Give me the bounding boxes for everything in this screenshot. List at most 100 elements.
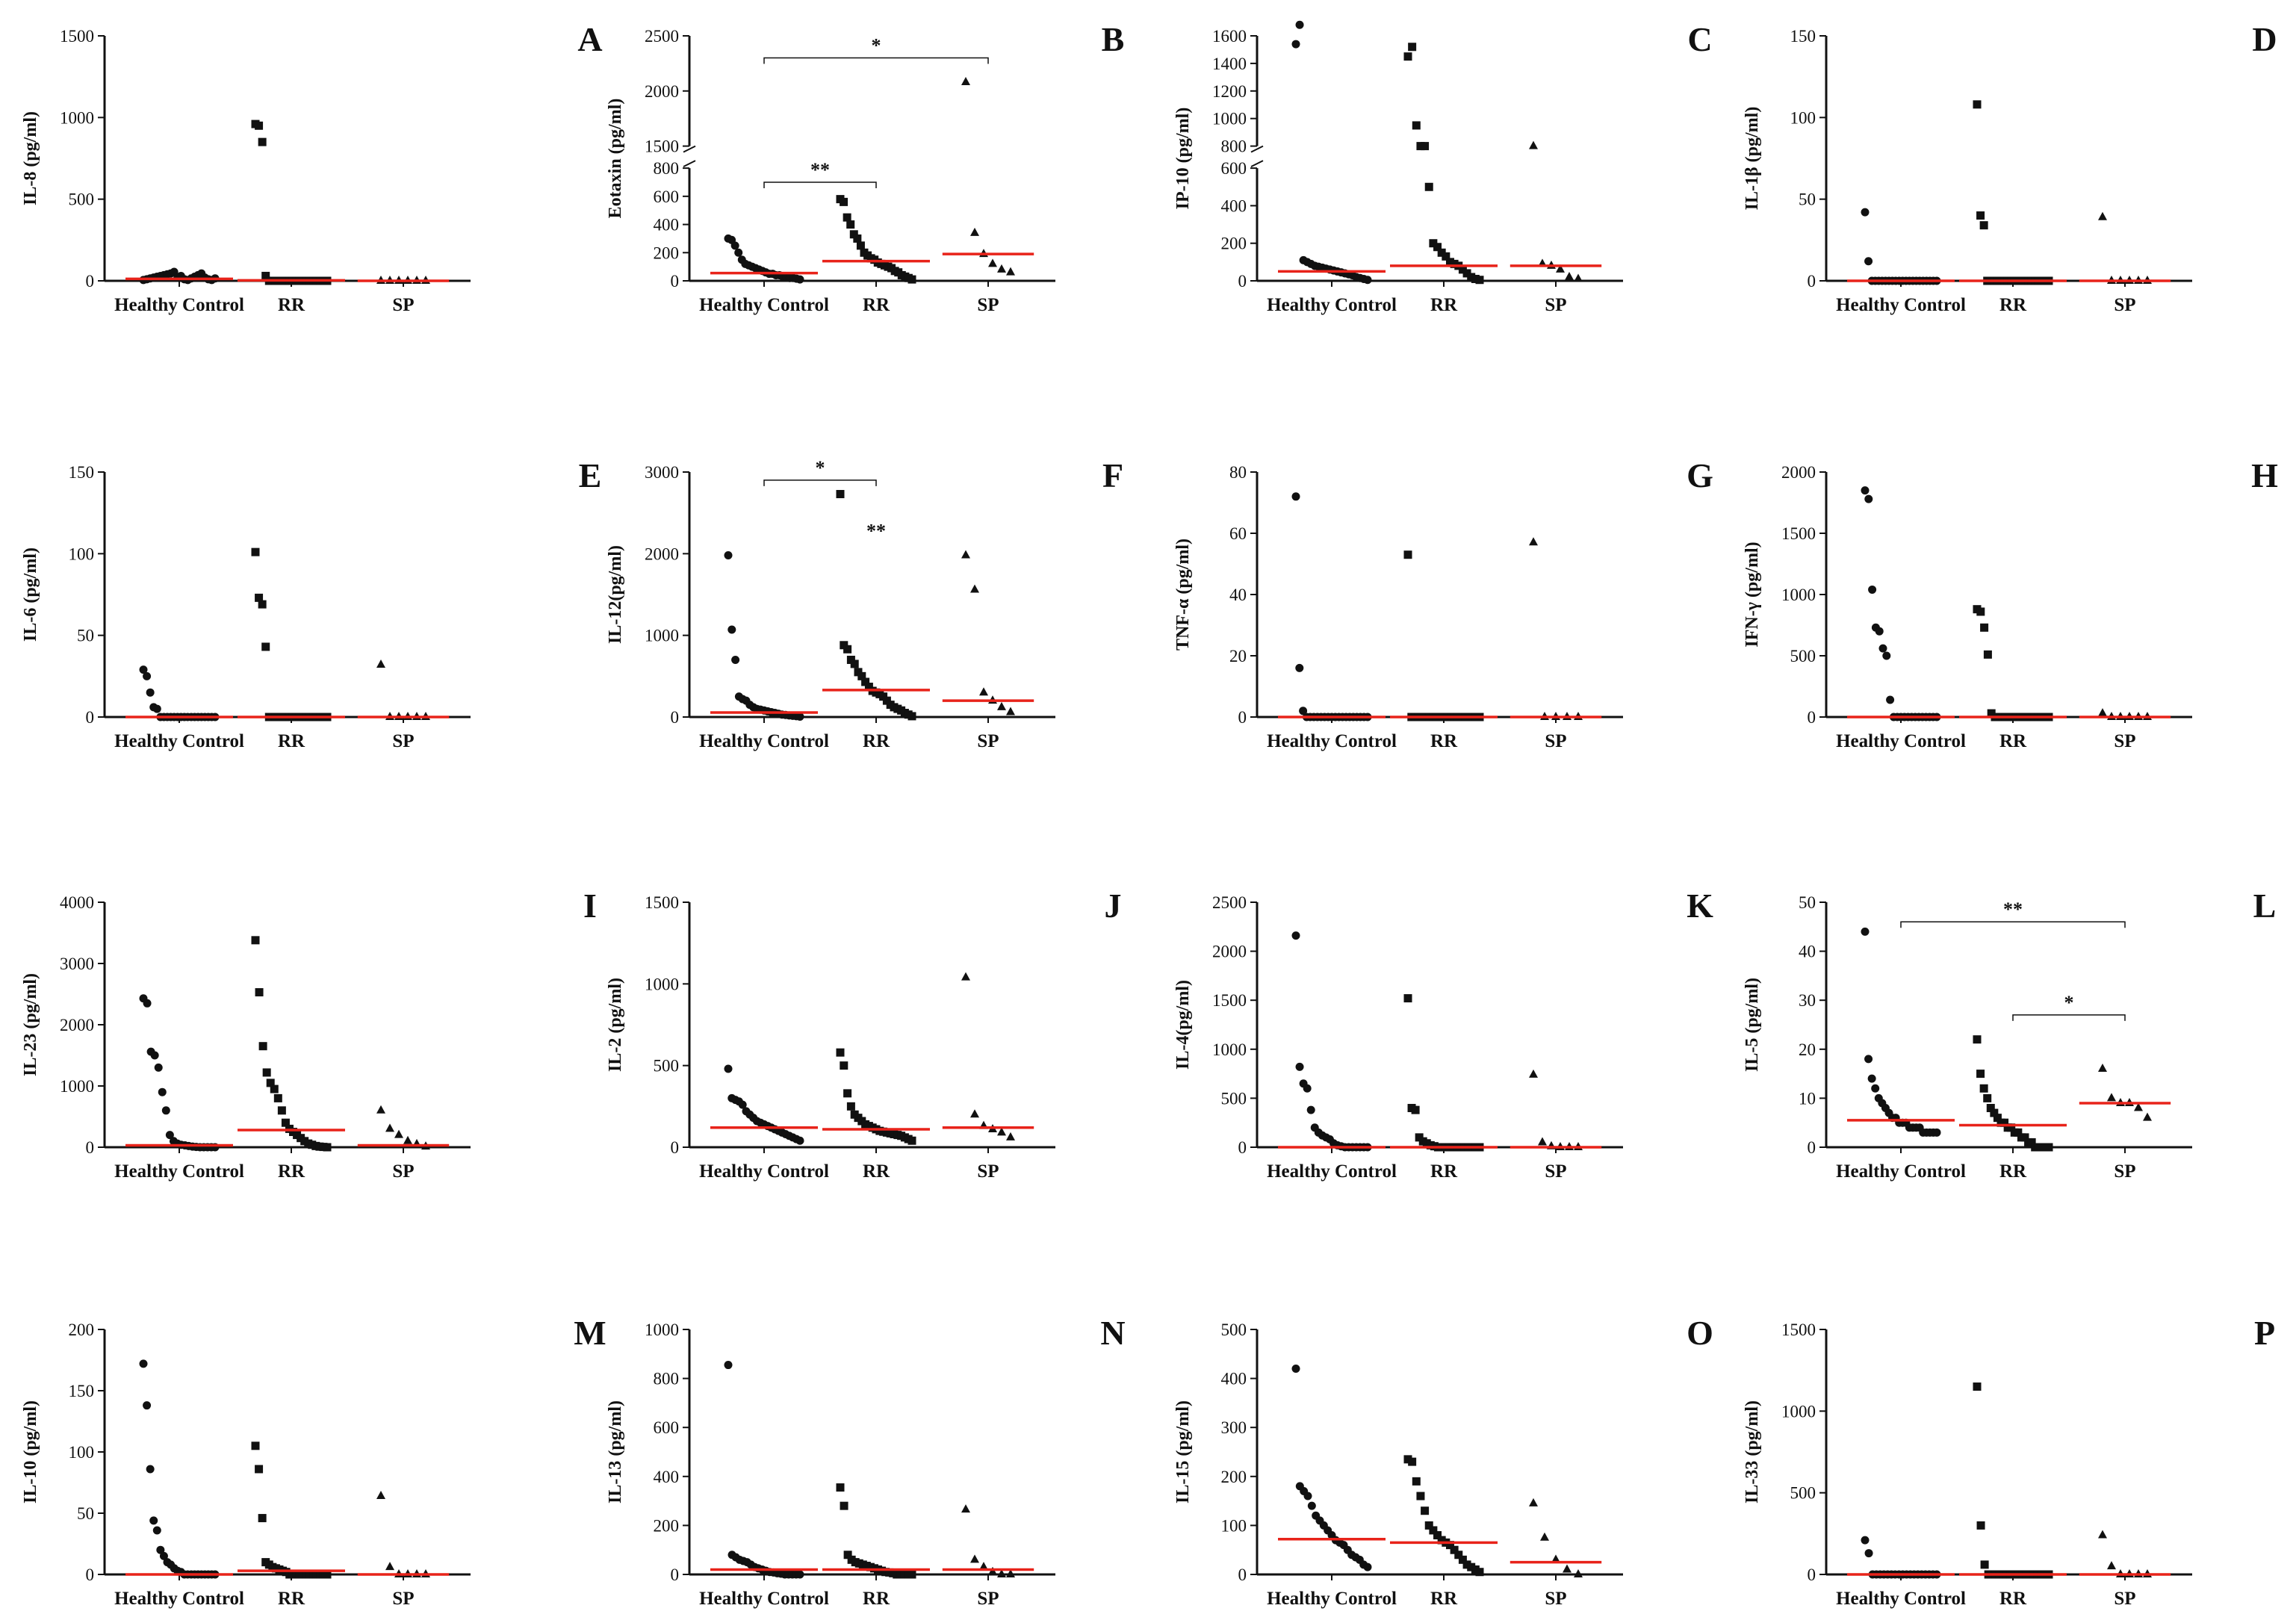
data-point [258, 1514, 267, 1523]
data-point [724, 551, 733, 560]
y-tick-label: 50 [77, 1504, 94, 1523]
y-tick-label: 600 [1221, 159, 1247, 178]
data-point [850, 660, 859, 668]
data-point [1529, 1069, 1538, 1078]
significance-bracket [763, 181, 877, 188]
y-tick-label: 0 [671, 272, 680, 291]
data-point [323, 1143, 332, 1152]
data-point [1976, 1521, 1985, 1530]
y-tick-label: 40 [1229, 586, 1247, 604]
x-tick-label: Healthy Control [1267, 731, 1397, 751]
data-point [143, 671, 152, 680]
y-tick-label: 2000 [645, 82, 679, 101]
y-tick-label: 4000 [60, 893, 94, 912]
data-point [1471, 1565, 1480, 1574]
significance-label: ** [866, 520, 886, 541]
x-tick-label: SP [1545, 1589, 1566, 1609]
x-tick-label: Healthy Control [1267, 1589, 1397, 1609]
panel-letter: L [2253, 887, 2277, 925]
x-tick-label: RR [278, 295, 305, 315]
y-tick-label: 800 [654, 159, 680, 178]
panel-letter: D [2252, 20, 2277, 58]
y-tick-label: 3000 [60, 955, 94, 973]
data-point [1445, 1541, 1454, 1550]
x-tick-label: Healthy Control [114, 295, 244, 315]
panel-D: 0 50 100 150 IL-1β (pg/ml) Healthy Control RR S… [1743, 20, 2277, 315]
y-tick-label: 200 [1221, 1468, 1247, 1486]
data-point [795, 1570, 804, 1579]
panel-K: 0 500 1000 1500 2000 2500 IL-4(pg/ml) Healthy C… [1173, 887, 1713, 1182]
data-point [734, 248, 743, 257]
data-point [1006, 1569, 1015, 1577]
y-tick-label: 2000 [1781, 463, 1816, 482]
y-axis-title: IL-4(pg/ml) [1173, 980, 1193, 1070]
x-tick-label: RR [1430, 731, 1458, 751]
panel-H: 0 500 1000 1500 2000 IFN-γ (pg/ml) Healthy Con… [1743, 456, 2278, 751]
data-point [1529, 140, 1538, 149]
data-point [840, 1501, 848, 1510]
data-point [1303, 1084, 1312, 1093]
x-tick-label: SP [2114, 295, 2135, 315]
data-point [1412, 121, 1421, 130]
y-tick-label: 20 [1799, 1040, 1816, 1059]
data-point [1421, 1506, 1430, 1515]
data-point [1403, 1455, 1412, 1464]
x-tick-label: SP [977, 731, 999, 751]
data-point [979, 687, 988, 696]
data-point [907, 712, 916, 721]
panel-letter: M [574, 1314, 606, 1352]
y-tick-label: 3000 [645, 463, 679, 482]
data-point [1475, 1568, 1484, 1577]
y-tick-label: 1500 [1212, 991, 1247, 1010]
panel-L: 0 10 20 30 40 50 IL-5 (pg/ml) Healthy Control RR… [1743, 887, 2276, 1182]
data-point [146, 688, 155, 697]
y-tick-label: 0 [86, 1565, 95, 1584]
data-point [1471, 274, 1480, 283]
y-tick-label: 40 [1799, 943, 1816, 961]
data-point [1868, 585, 1877, 594]
y-tick-label: 1000 [1212, 1040, 1247, 1059]
y-axis-title: IP-10 (pg/ml) [1173, 108, 1193, 210]
y-tick-label: 200 [654, 243, 680, 262]
panel-letter: P [2254, 1314, 2275, 1352]
data-point [1363, 276, 1372, 285]
data-point [323, 1570, 332, 1579]
y-tick-label: 10 [1799, 1089, 1816, 1108]
data-point [1973, 1382, 1982, 1391]
data-point [1433, 1531, 1442, 1540]
significance-label: ** [2003, 899, 2023, 920]
y-tick-label: 0 [1238, 708, 1247, 727]
y-tick-label: 200 [1221, 235, 1247, 253]
data-point [1864, 494, 1873, 503]
y-tick-label: 1600 [1212, 27, 1247, 46]
panel-N: 0 200 400 600 800 1000 IL-13 (pg/ml) Healthy Co… [606, 1314, 1126, 1609]
data-point [1424, 182, 1433, 191]
y-tick-label: 1000 [1212, 110, 1247, 128]
panel-G: 0 20 40 60 80 TNF-α (pg/ml) Healthy Control RR S… [1173, 456, 1713, 751]
data-point [843, 1551, 852, 1560]
x-tick-label: SP [1545, 731, 1566, 751]
x-tick-label: Healthy Control [699, 1589, 829, 1609]
y-tick-label: 50 [1799, 190, 1816, 209]
data-point [385, 1123, 394, 1132]
y-tick-label: 0 [1238, 272, 1247, 291]
axis-break-mark [1250, 145, 1264, 153]
data-point [730, 241, 739, 250]
data-point [1563, 1564, 1571, 1573]
data-point [2027, 1138, 2036, 1146]
x-tick-label: Healthy Control [1836, 295, 1966, 315]
x-tick-label: RR [1430, 1589, 1458, 1609]
data-point [1437, 248, 1446, 257]
x-tick-label: RR [1999, 1161, 2027, 1182]
y-tick-label: 400 [1221, 1370, 1247, 1388]
y-tick-label: 400 [654, 216, 680, 235]
data-point [1291, 931, 1300, 940]
y-axis-title: TNF-α (pg/ml) [1173, 539, 1193, 651]
y-tick-label: 0 [671, 1565, 680, 1584]
data-point [907, 275, 916, 284]
data-point [724, 1064, 733, 1073]
y-tick-label: 300 [1221, 1418, 1247, 1437]
data-point [1403, 52, 1412, 61]
y-tick-label: 200 [69, 1320, 95, 1339]
data-point [2098, 1530, 2107, 1539]
